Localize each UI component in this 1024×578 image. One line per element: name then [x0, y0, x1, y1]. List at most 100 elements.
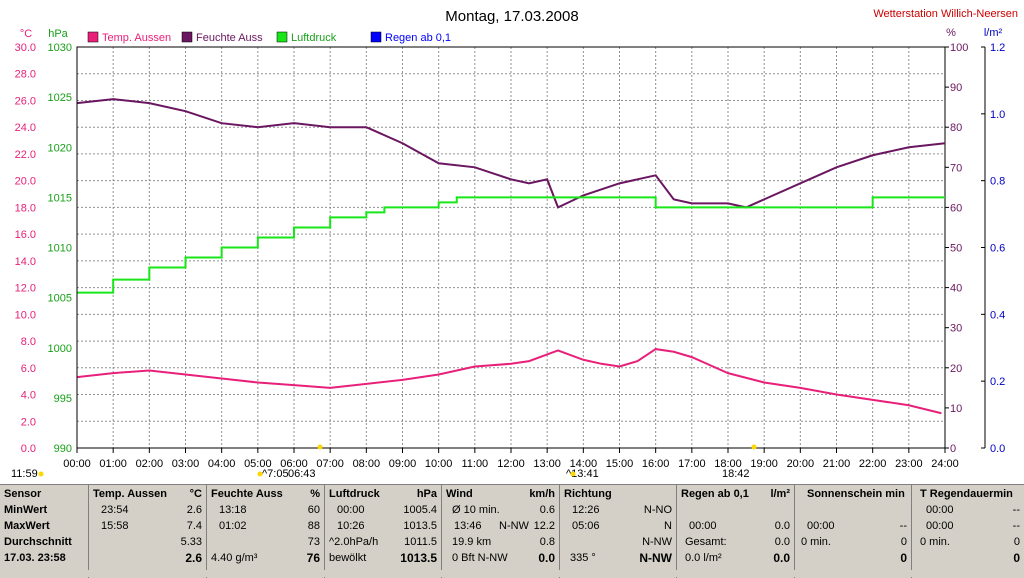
humidity-column: Feuchte Auss% 13:18 60 01:02 88 73 4.40 g/…: [207, 485, 325, 578]
marker-dot-2: [257, 471, 263, 477]
marker-dot-4: [570, 471, 576, 477]
x-tick-label: 04:00: [208, 458, 236, 470]
row-label-current: 17.03. 23:58: [4, 552, 66, 564]
humidity-tick-label: 20: [950, 363, 962, 375]
humidity-tick-label: 30: [950, 323, 962, 335]
direction-value-1: N-NO: [643, 504, 672, 516]
temp-max-time: 15:58: [101, 520, 129, 532]
temp-header: Temp. Aussen: [93, 488, 167, 500]
marker-dot-1: [38, 471, 44, 477]
x-tick-label: 12:00: [497, 458, 525, 470]
legend-label: Regen ab 0,1: [385, 32, 451, 44]
direction-column: Richtung 12:26 N-NO 05:06 N N-NW 335 ° N-NW: [560, 485, 677, 578]
x-tick-label: 21:00: [823, 458, 851, 470]
raindur-value-1: --: [1012, 504, 1020, 516]
x-tick-label: 10:00: [425, 458, 453, 470]
temp-tick-label: 24.0: [15, 122, 36, 134]
direction-value-2: N: [664, 520, 672, 532]
pressure-tick-label: 1030: [48, 42, 72, 54]
marker-4: 18:42: [722, 468, 750, 480]
wind-avg-value: 0.6: [539, 504, 555, 516]
series-line-pressure: [77, 196, 945, 294]
rain-time: 00:00: [689, 520, 717, 532]
direction-current: N-NW: [639, 551, 672, 565]
sun-time: 00:00: [807, 520, 835, 532]
temp-min-time: 23:54: [101, 504, 129, 516]
x-tick-label: 03:00: [172, 458, 200, 470]
humidity-min-time: 13:18: [219, 504, 247, 516]
marker-3: ^13:41: [566, 468, 599, 480]
rain-tick-label: 1.2: [990, 42, 1005, 54]
sun-current-value: 0: [900, 551, 907, 565]
raindur-value-2: --: [1012, 520, 1020, 532]
temp-axis-unit: °C: [20, 28, 32, 40]
row-label-min: MinWert: [4, 504, 48, 516]
temp-tick-label: 28.0: [15, 69, 36, 81]
x-tick-label: 09:00: [389, 458, 417, 470]
temp-tick-label: 10.0: [15, 309, 36, 321]
legend-swatch: [181, 31, 193, 43]
legend-label: Luftdruck: [291, 32, 337, 44]
station-name: Wetterstation Willich-Neersen: [873, 8, 1018, 20]
temp-tick-label: 6.0: [21, 363, 36, 375]
humidity-tick-label: 90: [950, 82, 962, 94]
wind-header: Wind: [446, 488, 473, 500]
pressure-tick-label: 1005: [48, 293, 72, 305]
legend-label: Feuchte Auss: [196, 32, 263, 44]
marker-dot-5: [751, 444, 757, 450]
temp-min-value: 2.6: [186, 504, 202, 516]
pressure-tick-label: 1020: [48, 142, 72, 154]
wind-distance: 19.9 km: [452, 536, 492, 548]
rain-tick-label: 0.4: [990, 309, 1005, 321]
rain-header: Regen ab 0,1: [681, 488, 749, 500]
x-tick-label: 07:00: [316, 458, 344, 470]
pressure-min-time: 00:00: [337, 504, 365, 516]
pressure-trend: ^2.0hPa/h: [329, 536, 379, 548]
marker-2: 06:43: [288, 468, 316, 480]
temp-tick-label: 16.0: [15, 229, 36, 241]
pressure-max-time: 10:26: [337, 520, 365, 532]
temp-tick-label: 12.0: [15, 283, 36, 295]
legend: Temp. Aussen Feuchte Auss Luftdruck Regen a…: [87, 31, 451, 44]
humidity-unit: %: [310, 488, 320, 500]
x-tick-label: 15:00: [606, 458, 634, 470]
raindur-total-value: 0: [1013, 536, 1020, 548]
raindur-time-2: 00:00: [926, 520, 954, 532]
humidity-absolute: 4.40 g/m³: [211, 552, 258, 564]
wind-max-direction: N-NW: [499, 520, 529, 532]
pressure-column: Luftdruck hPa 00:00 1005.4 10:26 1013.5 ^2.…: [325, 485, 442, 578]
humidity-max-value: 88: [307, 520, 320, 532]
humidity-tick-label: 0: [950, 443, 956, 455]
legend-swatch: [370, 31, 382, 43]
rain-current-value: 0.0: [773, 551, 790, 565]
wind-unit: km/h: [529, 488, 555, 500]
temp-tick-label: 18.0: [15, 202, 36, 214]
x-tick-label: 13:00: [533, 458, 561, 470]
humidity-header: Feuchte Auss: [211, 488, 283, 500]
row-label-max: MaxWert: [4, 520, 50, 532]
pressure-max-value: 1013.5: [403, 520, 437, 532]
x-tick-label: 02:00: [136, 458, 164, 470]
humidity-tick-label: 60: [950, 202, 962, 214]
x-tick-label: 20:00: [787, 458, 815, 470]
tick-layer: 00:00 01:00 02:00 03:00 04:00 05:00 06:00 07:00…: [15, 42, 1006, 470]
raindur-current-value: 0: [1013, 551, 1020, 565]
humidity-avg-value: 73: [307, 536, 320, 548]
raindur-time-1: 00:00: [926, 504, 954, 516]
direction-header: Richtung: [564, 488, 612, 500]
rain-value: 0.0: [774, 520, 790, 532]
direction-avg: N-NW: [642, 536, 672, 548]
legend-label: Temp. Aussen: [102, 32, 171, 44]
x-tick-label: 18:00: [714, 458, 742, 470]
humidity-tick-label: 40: [950, 283, 962, 295]
chart-grid: [77, 47, 945, 448]
wind-beaufort: 0 Bft N-NW: [452, 552, 508, 564]
wind-current-value: 0.0: [538, 551, 555, 565]
series-layer: [76, 98, 946, 415]
humidity-tick-label: 100: [950, 42, 968, 54]
humidity-max-time: 01:02: [219, 520, 247, 532]
temp-tick-label: 4.0: [21, 390, 36, 402]
sensor-header: Sensor: [4, 488, 42, 500]
temp-tick-label: 8.0: [21, 336, 36, 348]
legend-swatch: [87, 31, 99, 43]
